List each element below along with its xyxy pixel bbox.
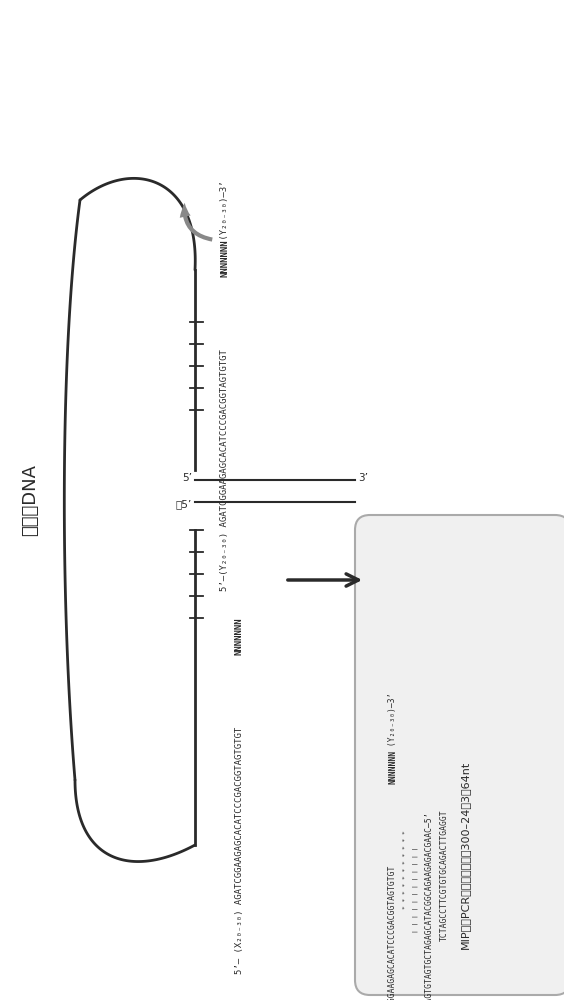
Text: 5’: 5’ xyxy=(182,473,192,483)
Text: －5’: －5’ xyxy=(176,499,192,509)
Text: (Y₂₀₋₃₀)–3’: (Y₂₀₋₃₀)–3’ xyxy=(220,181,229,245)
Text: | | | | | | | | | | | |: | | | | | | | | | | | | xyxy=(412,847,417,933)
Text: TCTAGCCTTCGTGTGCAGACTTGAGGT: TCTAGCCTTCGTGTGCAGACTTGAGGT xyxy=(440,809,449,941)
Text: TCTAGCCTTCGTGTGCAGACTTGAGGTCAGTGTAGTGCTAGAGCATACGGCAGAAGAGACGAAC–5’: TCTAGCCTTCGTGTGCAGACTTGAGGTCAGTGTAGTGCTA… xyxy=(425,812,434,1000)
Text: 5’–(X₂₀₋₃₀) AGATCGGAAGAGCACATCCCGACGGTAGTGTGT: 5’–(X₂₀₋₃₀) AGATCGGAAGAGCACATCCCGACGGTAG… xyxy=(388,865,397,1000)
FancyArrowPatch shape xyxy=(180,203,213,242)
Text: (Y₂₀₋₃₀)–3’: (Y₂₀₋₃₀)–3’ xyxy=(388,693,397,751)
Text: NNNNNNN: NNNNNNN xyxy=(235,617,244,655)
Text: MIP多重PCR引物，指标１　300–24－3，64nt: MIP多重PCR引物，指标１ 300–24－3，64nt xyxy=(460,761,470,949)
FancyBboxPatch shape xyxy=(355,515,564,995)
Text: 基因组DNA: 基因组DNA xyxy=(21,464,39,536)
Text: 5’–(Y₂₀₋₃₀) AGATCGGAAGAGCACATCCCGACGGTAGTGTGT: 5’–(Y₂₀₋₃₀) AGATCGGAAGAGCACATCCCGACGGTAG… xyxy=(220,349,229,591)
Text: NNNNNNN: NNNNNNN xyxy=(388,750,397,784)
Text: * * * * * * * * * * *: * * * * * * * * * * * xyxy=(403,831,408,909)
Text: NNNNNNN: NNNNNNN xyxy=(220,239,229,277)
Text: 3’: 3’ xyxy=(358,473,368,483)
Text: 5’– (X₂₀₋₃₀) AGATCGGAAGAGCACATCCCGACGGTAGTGTGT: 5’– (X₂₀₋₃₀) AGATCGGAAGAGCACATCCCGACGGTA… xyxy=(235,726,244,974)
